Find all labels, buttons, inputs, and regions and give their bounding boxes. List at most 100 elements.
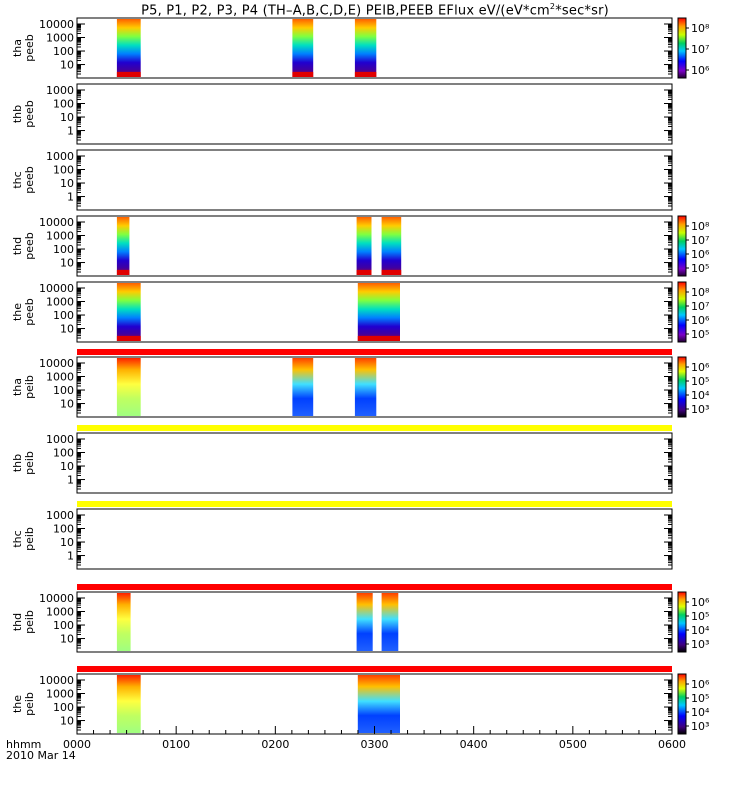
y-tick-label: 1000: [46, 433, 74, 446]
data-block: [292, 358, 314, 416]
y-label-spacecraft: the: [11, 695, 24, 713]
colorbar-label: 10⁴: [691, 706, 710, 719]
colorbar-label: 10⁶: [691, 596, 710, 609]
y-label-spacecraft: the: [11, 303, 24, 321]
coverage-bar: [77, 425, 672, 431]
y-label-spacecraft: tha: [11, 39, 24, 57]
data-block: [381, 217, 402, 275]
y-label-spacecraft: thb: [11, 105, 24, 123]
y-label-spacecraft: thd: [11, 613, 24, 631]
y-tick-label: 100: [53, 98, 74, 111]
date-label: 2010 Mar 14: [6, 749, 76, 762]
data-block-base: [381, 270, 402, 275]
y-tick-label: 1000: [46, 84, 74, 97]
data-block-base: [116, 270, 130, 275]
y-tick-label: 10: [60, 177, 74, 190]
colorbar-label: 10³: [691, 638, 709, 651]
data-block: [357, 283, 400, 341]
colorbar-label: 10⁷: [691, 43, 709, 56]
coverage-bar: [77, 584, 672, 590]
data-block: [354, 358, 377, 416]
y-label-product: peeb: [23, 100, 36, 128]
data-block: [116, 217, 130, 275]
data-block-base: [116, 72, 141, 77]
y-label-product: peeb: [23, 34, 36, 62]
colorbar-label: 10⁶: [691, 314, 710, 327]
panel-frame: [76, 83, 673, 145]
y-tick-label: 1000: [46, 371, 74, 384]
x-tick-label: 0400: [460, 738, 488, 751]
y-tick-label: 1: [67, 550, 74, 563]
y-tick-label: 100: [53, 447, 74, 460]
y-tick-label: 10: [60, 257, 74, 270]
y-tick-label: 10: [60, 460, 74, 473]
y-tick-label: 10000: [39, 674, 74, 687]
y-tick-label: 1: [67, 474, 74, 487]
title-main: P5, P1, P2, P3, P4 (TH–A,B,C,D,E) PEIB,P…: [141, 3, 550, 19]
panel-frame: [76, 149, 673, 211]
y-tick-label: 1000: [46, 150, 74, 163]
y-tick-label: 100: [53, 243, 74, 256]
y-tick-label: 10: [60, 633, 74, 646]
y-tick-label: 100: [53, 619, 74, 632]
data-block-base: [356, 270, 372, 275]
y-label-product: peib: [23, 451, 36, 475]
y-tick-label: 10000: [39, 216, 74, 229]
y-label-spacecraft: thb: [11, 454, 24, 472]
data-block: [354, 19, 377, 77]
y-tick-label: 1000: [46, 509, 74, 522]
data-block: [116, 675, 141, 733]
y-tick-label: 10: [60, 715, 74, 728]
panel-frame: [76, 17, 673, 79]
data-block: [116, 19, 141, 77]
colorbar: [677, 356, 687, 418]
y-label-product: peeb: [23, 166, 36, 194]
colorbar-label: 10⁵: [691, 610, 709, 623]
y-tick-label: 100: [53, 523, 74, 536]
panel-frame: [76, 591, 673, 653]
data-block: [116, 283, 141, 341]
y-label-spacecraft: tha: [11, 378, 24, 396]
colorbar-label: 10⁴: [691, 624, 710, 637]
colorbar-label: 10⁶: [691, 64, 710, 77]
y-tick-label: 100: [53, 309, 74, 322]
data-block: [116, 593, 131, 651]
data-block: [381, 593, 399, 651]
y-tick-label: 10000: [39, 357, 74, 370]
y-tick-label: 10000: [39, 18, 74, 31]
colorbar-label: 10⁷: [691, 300, 709, 313]
colorbar-label: 10⁶: [691, 361, 710, 374]
y-label-product: peib: [23, 610, 36, 634]
colorbar: [677, 673, 687, 735]
data-block-base: [292, 72, 314, 77]
colorbar-label: 10⁵: [691, 692, 709, 705]
x-tick-label: 0600: [658, 738, 686, 751]
panel-frame: [76, 508, 673, 570]
panel-frame: [76, 356, 673, 418]
y-tick-label: 1: [67, 125, 74, 138]
panel-frame: [76, 215, 673, 277]
colorbar-label: 10⁴: [691, 389, 710, 402]
title-superscript: 2: [549, 2, 556, 11]
x-tick-label: 0000: [63, 738, 91, 751]
data-block: [116, 358, 141, 416]
y-tick-label: 10000: [39, 592, 74, 605]
y-tick-label: 100: [53, 164, 74, 177]
y-tick-label: 1000: [46, 606, 74, 619]
y-label-product: peeb: [23, 232, 36, 260]
colorbar-label: 10⁸: [691, 220, 710, 233]
y-label-product: peeb: [23, 298, 36, 326]
data-block: [356, 217, 372, 275]
colorbar-label: 10⁸: [691, 22, 710, 35]
y-tick-label: 10: [60, 323, 74, 336]
y-tick-label: 100: [53, 701, 74, 714]
data-block-base: [354, 72, 377, 77]
